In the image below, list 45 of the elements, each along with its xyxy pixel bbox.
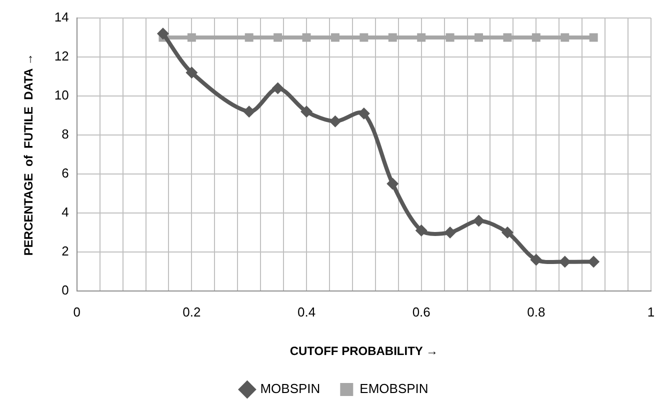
x-axis-title: CUTOFF PROBABILITY → — [290, 344, 438, 358]
x-tick-label: 0.2 — [182, 304, 201, 320]
point — [444, 226, 456, 238]
point — [530, 254, 542, 266]
legend-label: EMOBSPIN — [360, 381, 428, 396]
point — [446, 33, 454, 42]
point — [302, 33, 311, 42]
point — [532, 33, 540, 42]
point — [187, 33, 196, 42]
x-tick-label: 0 — [73, 304, 80, 320]
point — [560, 33, 570, 42]
point — [388, 33, 397, 42]
point — [386, 178, 399, 190]
y-tick-label: 2 — [62, 244, 69, 259]
point — [415, 224, 428, 237]
x-tick-label: 0.4 — [297, 304, 316, 320]
point — [503, 33, 512, 42]
x-tick-label: 1 — [647, 304, 655, 320]
y-tick-label: 12 — [54, 48, 69, 64]
x-tick-label: 0.6 — [412, 304, 430, 320]
point — [329, 115, 342, 128]
point — [243, 106, 256, 118]
point — [186, 66, 198, 79]
point — [156, 28, 169, 40]
point — [360, 33, 368, 42]
legend-label: MOBSPIN — [260, 381, 320, 396]
y-tick-label: 8 — [62, 126, 69, 142]
x-tick-label: 0.8 — [527, 304, 546, 320]
point — [589, 33, 598, 42]
point — [417, 33, 426, 42]
point — [474, 33, 483, 42]
point — [272, 82, 284, 94]
y-tick-label: 6 — [62, 166, 69, 181]
point — [358, 108, 370, 120]
point — [330, 33, 340, 42]
point — [274, 33, 282, 42]
y-tick-label: 4 — [62, 204, 69, 220]
y-tick-label: 0 — [62, 282, 69, 298]
point — [300, 106, 313, 118]
y-tick-label: 14 — [54, 10, 69, 25]
point — [244, 33, 254, 42]
y-tick-label: 10 — [54, 88, 69, 103]
point — [501, 226, 514, 238]
y-axis-title: PERCENTAGE of FUTILE DATA → — [22, 53, 36, 256]
point — [472, 214, 485, 227]
